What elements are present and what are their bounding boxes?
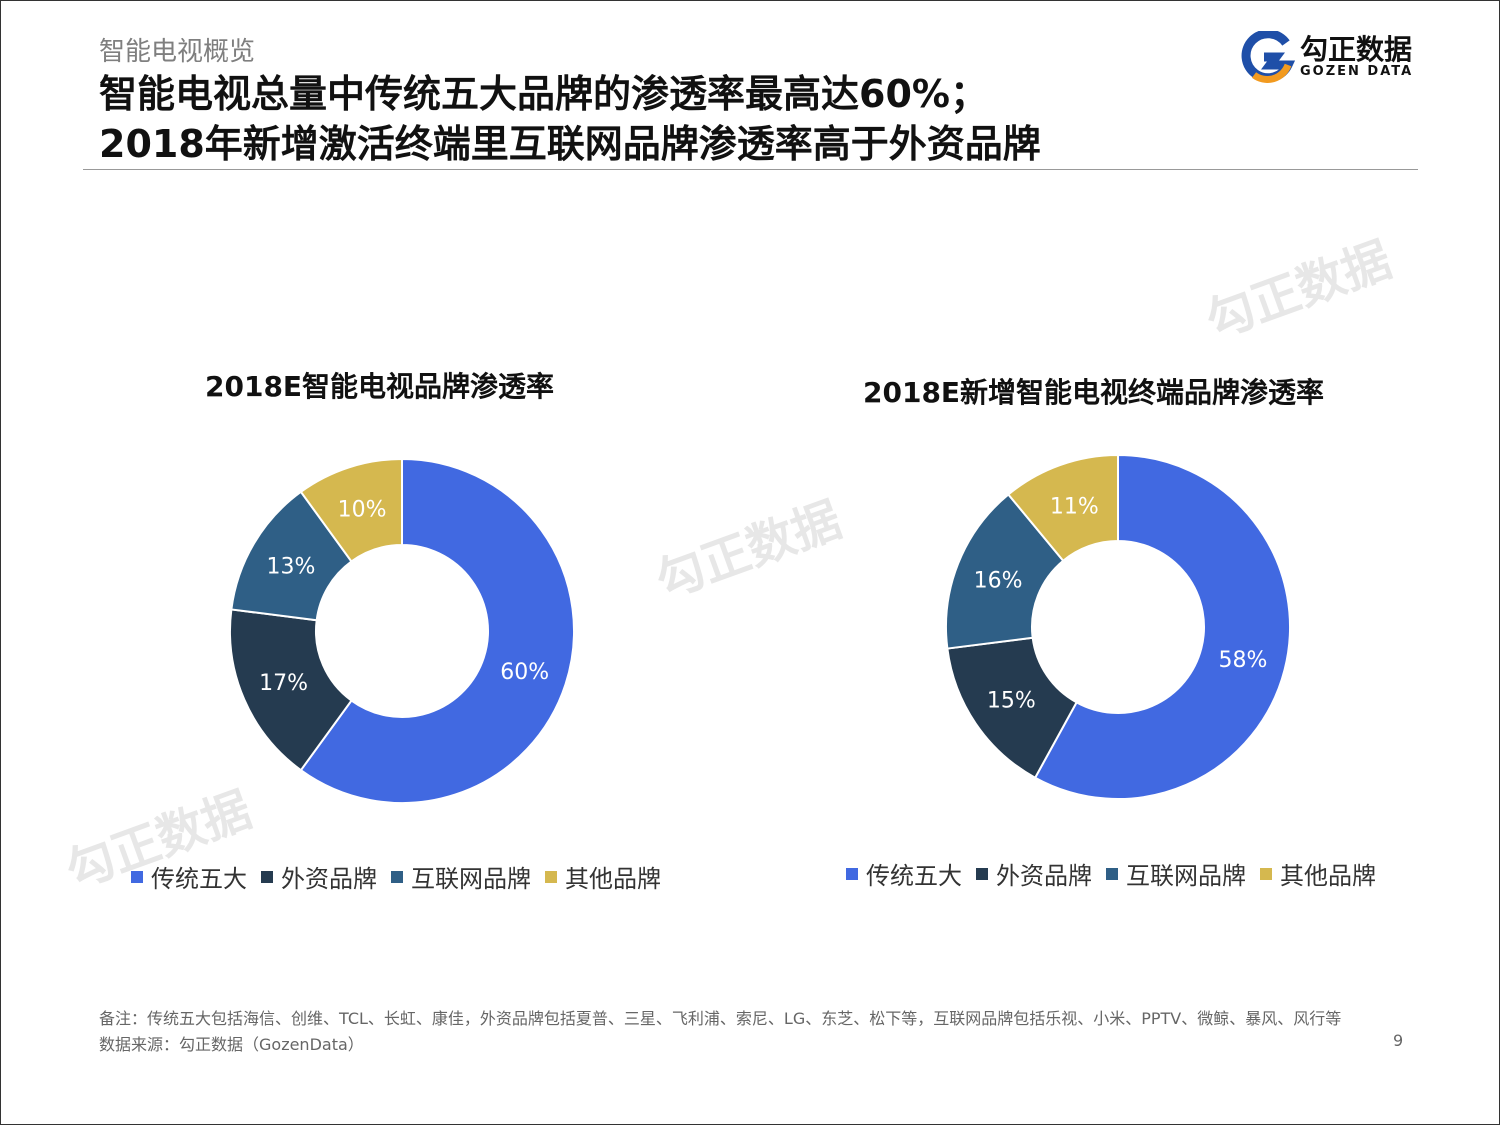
legend-item: 互联网品牌: [391, 859, 531, 894]
gozen-g-icon: [1241, 31, 1296, 83]
footnote: 备注：传统五大包括海信、创维、TCL、长虹、康佳，外资品牌包括夏普、三星、飞利浦…: [99, 1009, 1342, 1028]
data-label: 17%: [259, 671, 308, 696]
chart1-legend: 传统五大 外资品牌 互联网品牌 其他品牌: [131, 859, 661, 894]
legend-label: 互联网品牌: [411, 865, 531, 893]
section-subtitle: 智能电视概览: [99, 37, 256, 67]
legend-swatch: [976, 867, 988, 880]
data-label: 16%: [974, 569, 1023, 594]
legend-swatch: [261, 870, 273, 883]
data-label: 60%: [500, 660, 549, 685]
chart2-title: 2018E新增智能电视终端品牌渗透率: [863, 376, 1325, 409]
data-label: 58%: [1218, 648, 1267, 673]
legend-item: 传统五大: [131, 859, 247, 894]
page-title: 智能电视总量中传统五大品牌的渗透率最高达60%； 2018年新增激活终端里互联网…: [99, 69, 1041, 169]
title-divider: [83, 169, 1418, 170]
donut-slice-1-2: [229, 608, 353, 772]
legend-item: 外资品牌: [976, 856, 1092, 891]
legend-swatch: [545, 870, 557, 883]
legend-label: 互联网品牌: [1126, 862, 1246, 890]
legend-item: 互联网品牌: [1106, 856, 1246, 891]
legend-label: 传统五大: [151, 865, 247, 893]
legend-item: 传统五大: [846, 856, 962, 891]
legend-swatch: [846, 867, 858, 880]
legend-label: 其他品牌: [1280, 862, 1376, 890]
data-label: 11%: [1050, 495, 1099, 520]
legend-label: 其他品牌: [565, 865, 661, 893]
legend-swatch: [391, 870, 403, 883]
gozen-logo: 勾正数据 GOZEN DATA: [1236, 31, 1413, 83]
chart2-legend: 传统五大 外资品牌 互联网品牌 其他品牌: [846, 856, 1376, 891]
legend-item: 外资品牌: [261, 859, 377, 894]
legend-swatch: [1106, 867, 1118, 880]
donut-slice-1-4: [299, 457, 403, 563]
source: 数据来源：勾正数据（GozenData）: [99, 1035, 364, 1054]
legend-swatch: [1260, 867, 1272, 880]
donut-slice-1-1: [299, 457, 575, 804]
page-number: 9: [1393, 1031, 1404, 1050]
legend-label: 外资品牌: [996, 862, 1092, 890]
legend-label: 传统五大: [866, 862, 962, 890]
legend-item: 其他品牌: [1260, 856, 1376, 891]
data-label: 13%: [267, 554, 316, 579]
logo-en: GOZEN DATA: [1300, 63, 1414, 79]
chart1-title: 2018E智能电视品牌渗透率: [205, 370, 555, 403]
data-label: 10%: [338, 497, 387, 522]
donut-slice-2-1: [1033, 453, 1292, 800]
legend-label: 外资品牌: [281, 865, 377, 893]
legend-item: 其他品牌: [545, 859, 661, 894]
title-line-1: 智能电视总量中传统五大品牌的渗透率最高达60%；: [99, 72, 988, 116]
title-line-2: 2018年新增激活终端里互联网品牌渗透率高于外资品牌: [99, 122, 1041, 166]
data-label: 15%: [987, 689, 1036, 714]
legend-swatch: [131, 870, 143, 883]
logo-cn: 勾正数据: [1300, 32, 1413, 66]
donut-slice-2-4: [1006, 453, 1119, 563]
